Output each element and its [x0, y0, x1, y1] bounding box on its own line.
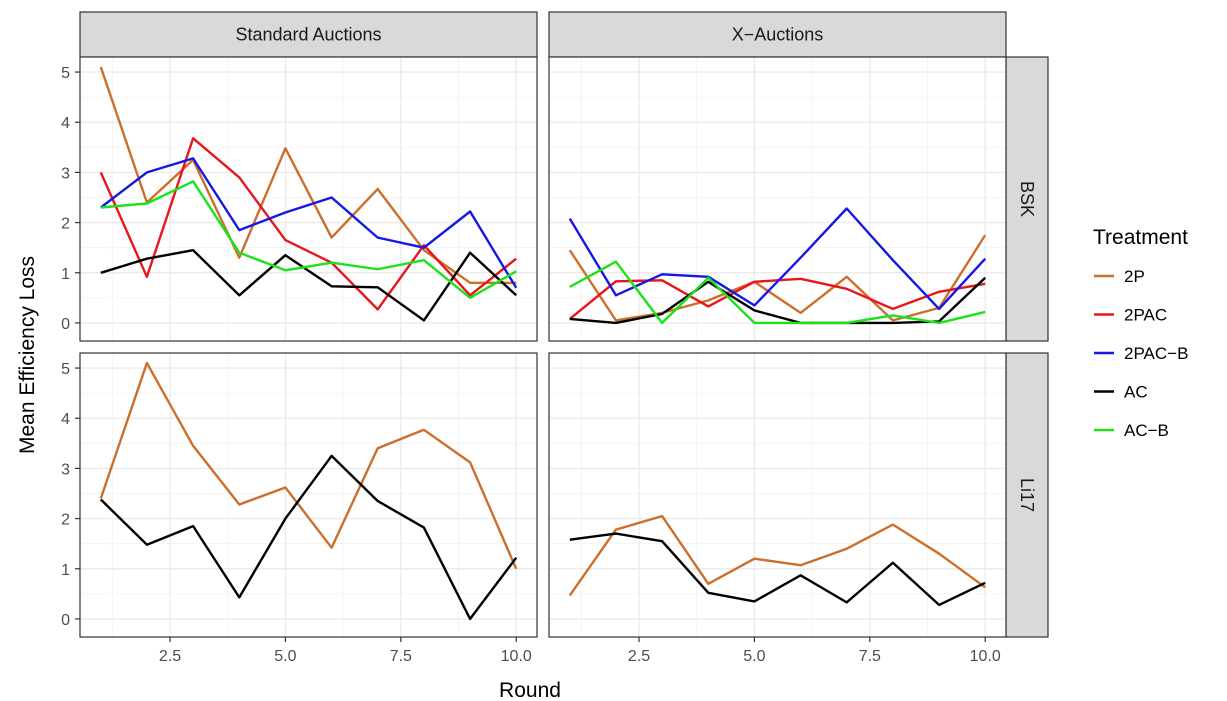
x-tick-label: 2.5 — [628, 648, 650, 665]
series-line-ac — [100, 248, 518, 322]
y-tick-label: 3 — [61, 165, 70, 182]
series-line-2pac — [99, 137, 517, 311]
legend-label: AC−B — [1124, 421, 1169, 440]
series-line-2pac-b — [568, 207, 987, 311]
x-tick-label: 2.5 — [159, 648, 181, 665]
facet-panels — [79, 56, 1007, 638]
x-tick-label: 7.5 — [859, 648, 881, 665]
x-axis-title: Round — [499, 679, 561, 701]
series-line-ac-b — [100, 180, 517, 299]
legend-item-ac-b: AC−B — [1094, 421, 1169, 440]
legend-item-2p: 2P — [1094, 267, 1145, 286]
row-strip-label: BSK — [1017, 181, 1037, 217]
legend-label: 2PAC−B — [1124, 344, 1188, 363]
legend: Treatment 2P 2PAC 2PAC−B AC AC−B — [1093, 226, 1188, 440]
y-tick-label: 0 — [61, 612, 70, 629]
y-tick-label: 0 — [61, 316, 70, 333]
y-tick-label: 5 — [61, 361, 70, 378]
legend-item-2pac: 2PAC — [1094, 306, 1167, 325]
row-strip-li17 — [1005, 352, 1049, 638]
series-line-ac — [569, 276, 987, 325]
series-line-2p — [99, 66, 517, 284]
legend-label: AC — [1124, 383, 1148, 402]
y-tick-label: 2 — [61, 216, 70, 233]
row-strip-label: Li17 — [1017, 478, 1037, 512]
legend-label: 2P — [1124, 267, 1145, 286]
panel-standard-auctions-li17 — [79, 352, 538, 638]
series-line-2p — [568, 514, 986, 597]
panel-border — [548, 56, 1007, 342]
column-strip-standard-auctions — [79, 11, 538, 58]
legend-label: 2PAC — [1124, 306, 1167, 325]
column-strip-label: X−Auctions — [732, 25, 824, 45]
series-line-2p — [568, 234, 987, 322]
x-tick-label: 10.0 — [970, 648, 1001, 665]
y-tick-label: 1 — [61, 562, 70, 579]
x-tick-label: 5.0 — [743, 648, 765, 665]
y-tick-label: 1 — [61, 266, 70, 283]
panel-x-auctions-li17 — [548, 352, 1007, 638]
legend-item-ac: AC — [1094, 383, 1148, 402]
x-tick-label: 5.0 — [274, 648, 296, 665]
series-line-2p — [99, 361, 518, 570]
y-tick-label: 4 — [61, 115, 70, 132]
y-axis-title: Mean Efficiency Loss — [16, 256, 39, 454]
series-line-2pac-b — [100, 157, 518, 289]
series-line-ac-b — [569, 260, 986, 325]
y-tick-label: 5 — [61, 65, 70, 82]
axes: 0 1 2 3 4 5 0 1 2 3 4 5 2.5 5.0 7.5 10.0 2.5 5.0 7.5 10.0 — [61, 65, 1001, 665]
y-tick-label: 2 — [61, 512, 70, 529]
y-tick-label: 3 — [61, 461, 70, 478]
panel-border — [79, 352, 538, 638]
row-strip-bsk — [1005, 56, 1049, 342]
panel-background — [80, 353, 537, 637]
x-tick-label: 7.5 — [390, 648, 412, 665]
panel-standard-auctions-bsk — [79, 56, 538, 342]
column-strip-label: Standard Auctions — [235, 25, 381, 45]
legend-item-2pac-b: 2PAC−B — [1094, 344, 1188, 363]
series-line-ac — [569, 532, 986, 607]
panel-border — [548, 352, 1007, 638]
facet-strips: Standard Auctions X−Auctions BSK Li17 — [79, 11, 1049, 638]
legend-title: Treatment — [1093, 226, 1188, 249]
x-tick-label: 10.0 — [501, 648, 532, 665]
panel-background — [80, 57, 537, 341]
panel-background — [549, 57, 1006, 341]
panel-x-auctions-bsk — [548, 56, 1007, 342]
panel-border — [79, 56, 538, 342]
panel-background — [549, 353, 1006, 637]
series-line-ac — [99, 454, 518, 621]
y-tick-label: 4 — [61, 411, 70, 428]
